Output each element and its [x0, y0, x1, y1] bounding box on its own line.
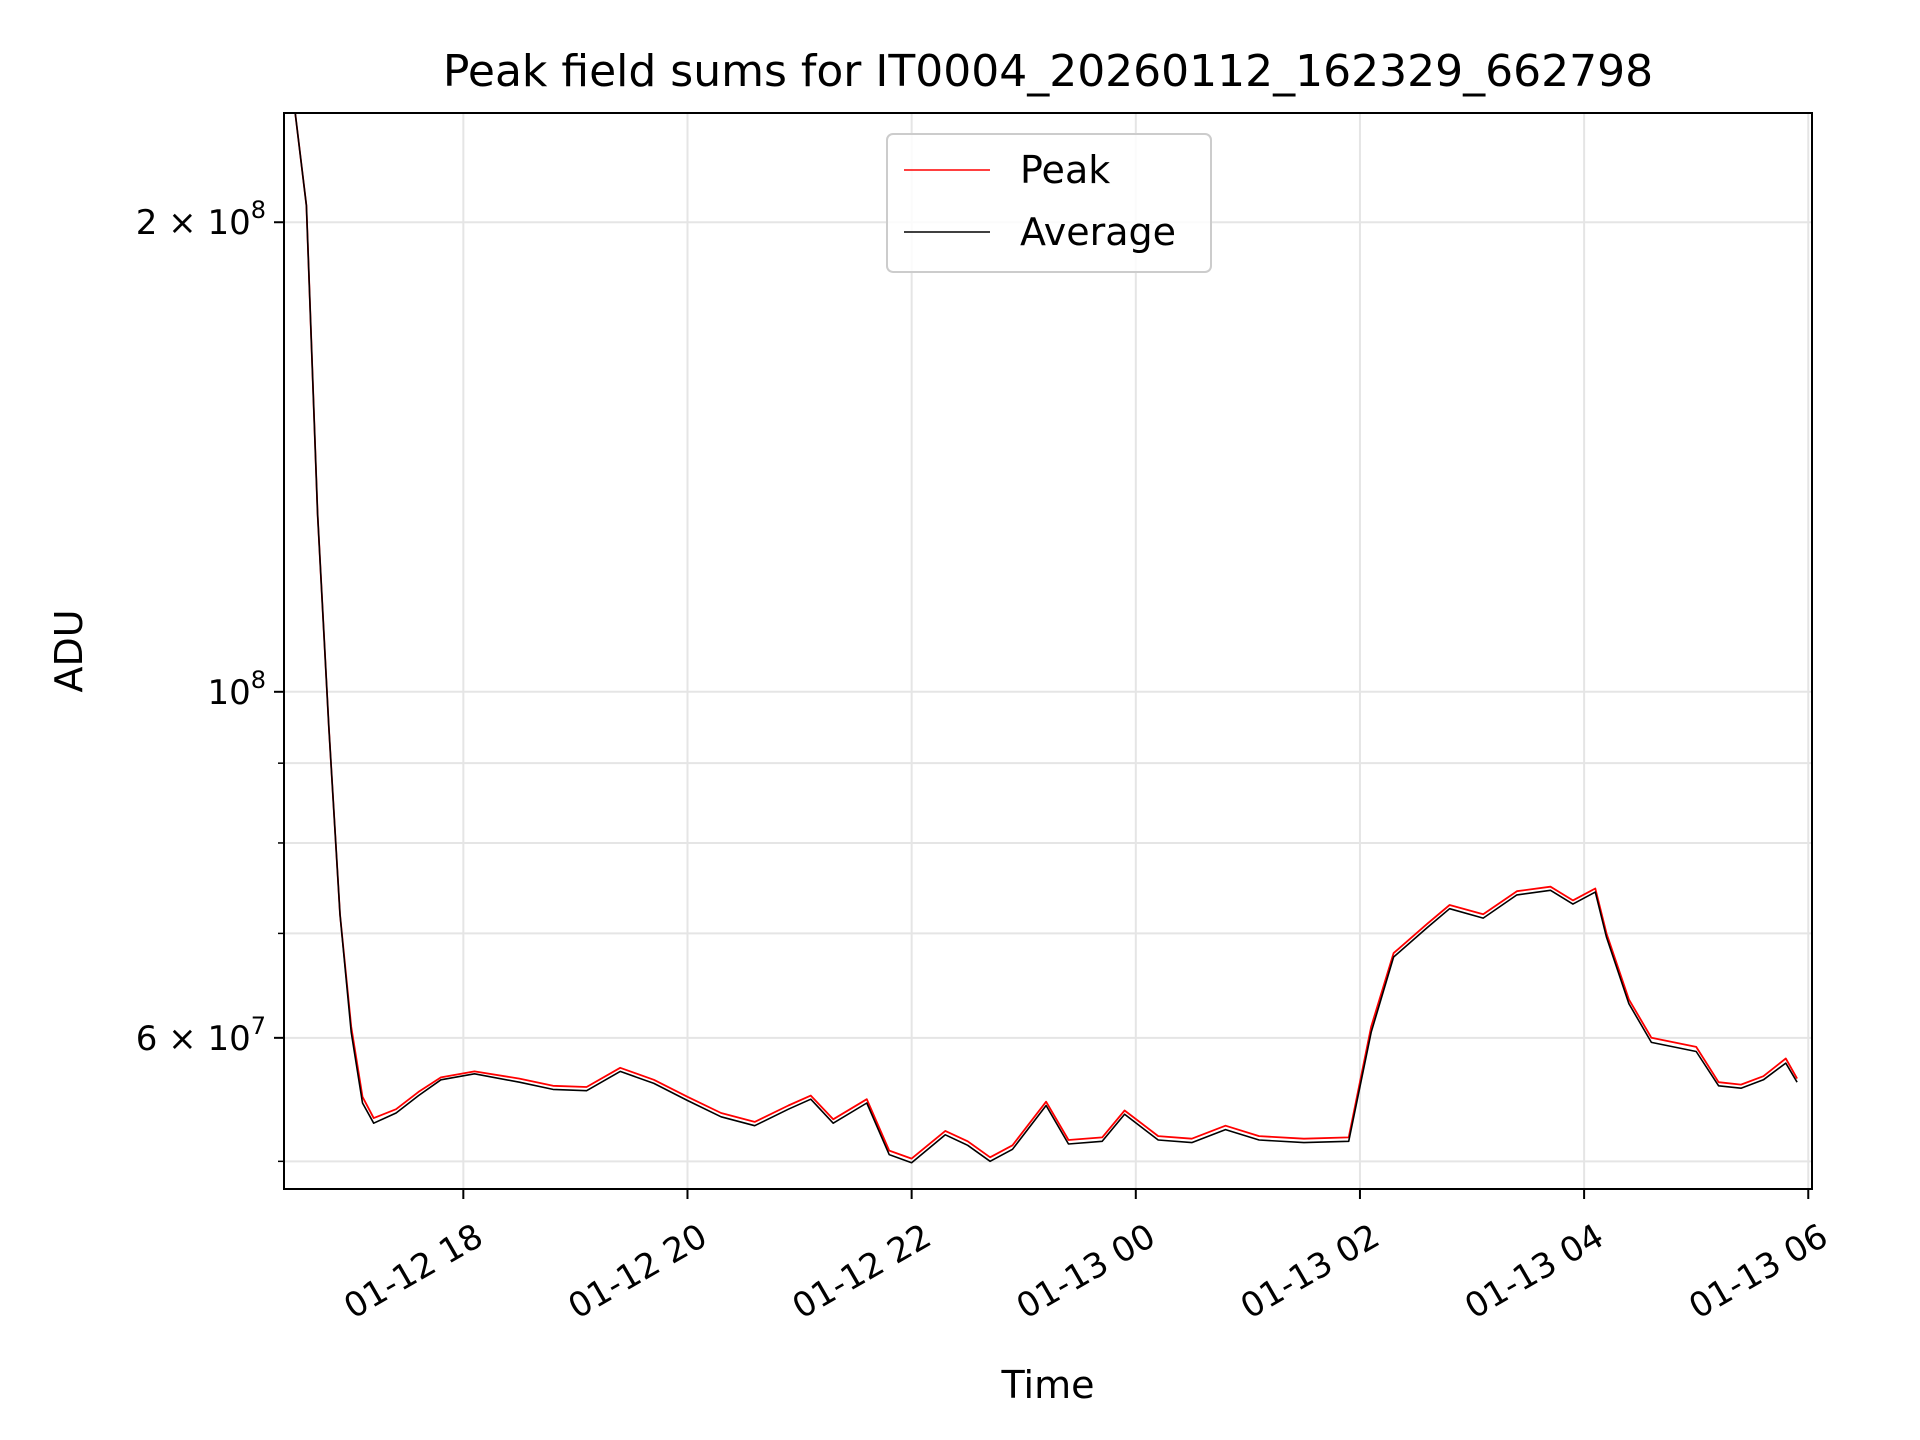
- legend-label-average: Average: [1020, 210, 1176, 254]
- y-axis: 2 × 108 108 6 × 107: [136, 196, 284, 1163]
- plot-frame: [283, 112, 1813, 1190]
- y-tick-label: 6 × 107: [136, 1012, 266, 1059]
- series-line-average: [294, 113, 1798, 1164]
- y-axis-label: ADU: [47, 609, 91, 692]
- series-line-peak: [294, 113, 1798, 1160]
- legend-label-peak: Peak: [1020, 148, 1110, 192]
- y-tick-label: 108: [207, 666, 266, 713]
- plot-lines: [294, 113, 1798, 1164]
- legend-box: [886, 133, 1212, 273]
- legend: Peak Average: [886, 133, 1212, 273]
- x-axis-label: Time: [1001, 1363, 1095, 1407]
- grid: [284, 113, 1812, 1189]
- y-tick-label: 2 × 108: [136, 196, 266, 243]
- chart-title: Peak field sums for IT0004_20260112_1623…: [443, 46, 1653, 97]
